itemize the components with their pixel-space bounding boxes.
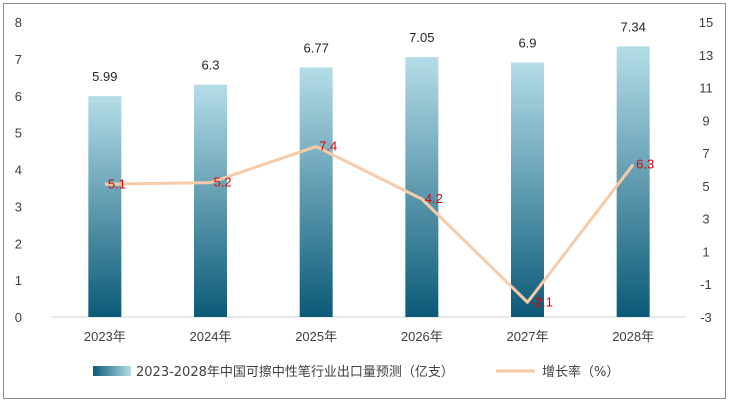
right-tick-label: 15 xyxy=(699,15,713,30)
right-tick-label: 13 xyxy=(699,48,713,63)
x-tick-label: 2025年 xyxy=(295,329,337,344)
left-tick-label: 5 xyxy=(15,126,22,141)
line-value-labels: 5.1 5.2 7.4 4.2 -2.1 6.3 xyxy=(108,139,654,310)
line-value-label: 5.2 xyxy=(214,175,232,190)
right-tick-label: 1 xyxy=(702,244,709,259)
left-axis-ticks: 0 1 2 3 4 5 6 7 8 xyxy=(15,15,22,325)
left-tick-label: 4 xyxy=(15,163,22,178)
right-tick-label: -1 xyxy=(700,277,712,292)
line-value-label: -2.1 xyxy=(531,294,553,309)
bar xyxy=(405,57,439,317)
bar-value-label: 7.34 xyxy=(621,19,646,34)
x-tick-label: 2026年 xyxy=(401,329,443,344)
bar-value-labels: 5.99 6.3 6.77 7.05 6.9 7.34 xyxy=(92,19,646,84)
x-tick-label: 2027年 xyxy=(507,329,549,344)
bar-value-label: 6.77 xyxy=(304,40,329,55)
x-tick-label: 2023年 xyxy=(84,329,126,344)
left-tick-label: 2 xyxy=(15,236,22,251)
legend-bar-label: 2023-2028年中国可擦中性笔行业出口量预测（亿支） xyxy=(136,364,454,380)
right-tick-label: 9 xyxy=(702,113,709,128)
bar-value-label: 6.3 xyxy=(201,58,219,73)
growth-line xyxy=(104,145,635,304)
right-tick-label: 7 xyxy=(702,146,709,161)
x-axis-ticks: 2023年 2024年 2025年 2026年 2027年 2028年 xyxy=(84,329,654,344)
line-value-label: 4.2 xyxy=(425,191,443,206)
right-tick-label: 11 xyxy=(699,81,713,96)
right-tick-label: -3 xyxy=(700,310,712,325)
left-tick-label: 1 xyxy=(15,273,22,288)
left-tick-label: 8 xyxy=(15,15,22,30)
bar xyxy=(194,84,227,317)
bar xyxy=(511,62,544,317)
x-tick-label: 2028年 xyxy=(612,329,654,344)
bar-value-label: 5.99 xyxy=(92,69,117,84)
line-value-label: 5.1 xyxy=(108,176,126,191)
growth-line-series xyxy=(104,145,635,304)
line-value-label: 7.4 xyxy=(319,139,337,154)
bar-value-label: 6.9 xyxy=(518,36,536,51)
bar-series xyxy=(88,46,650,318)
right-tick-label: 5 xyxy=(702,179,709,194)
bar xyxy=(616,46,650,318)
bar xyxy=(88,96,122,318)
right-tick-label: 3 xyxy=(702,212,709,227)
bar-value-label: 7.05 xyxy=(409,30,434,45)
left-tick-label: 0 xyxy=(15,310,22,325)
left-tick-label: 6 xyxy=(15,89,22,104)
legend: 2023-2028年中国可擦中性笔行业出口量预测（亿支） 增长率（%） xyxy=(93,364,619,380)
line-value-label: 6.3 xyxy=(636,157,654,172)
left-tick-label: 7 xyxy=(15,52,22,67)
legend-line-label: 增长率（%） xyxy=(542,364,619,380)
x-tick-label: 2024年 xyxy=(190,329,232,344)
left-tick-label: 3 xyxy=(15,199,22,214)
bar xyxy=(299,67,333,317)
legend-bar-swatch xyxy=(93,366,131,376)
